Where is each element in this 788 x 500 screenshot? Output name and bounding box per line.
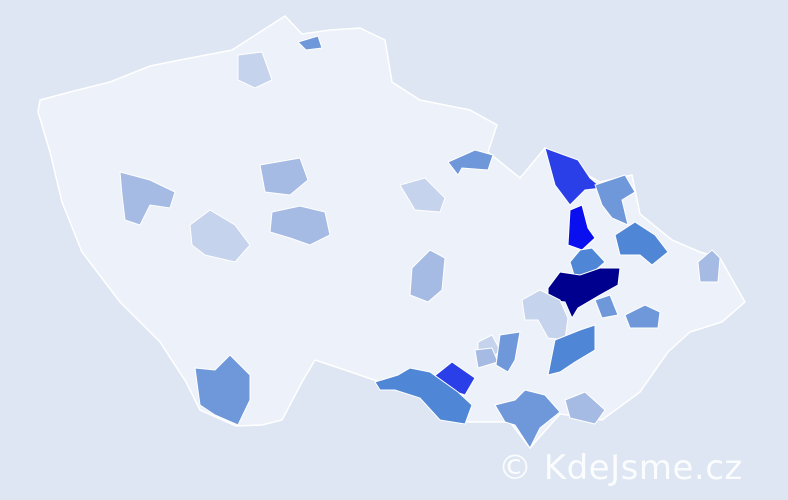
region-south-2[interactable]	[547, 324, 596, 376]
region-east-10[interactable]	[624, 304, 661, 329]
region-east-7[interactable]	[547, 267, 621, 320]
region-south-6[interactable]	[374, 367, 473, 425]
region-south-4[interactable]	[495, 331, 521, 373]
region-east-9[interactable]	[594, 294, 619, 319]
watermark-logo: © KdeJsme.cz	[498, 448, 743, 488]
region-south-7[interactable]	[494, 389, 561, 450]
region-center-west-1[interactable]	[259, 157, 309, 196]
region-center-west-2[interactable]	[189, 209, 251, 263]
region-north-2[interactable]	[297, 35, 323, 51]
region-east-4[interactable]	[567, 204, 596, 251]
region-north-1[interactable]	[237, 51, 273, 89]
region-vysocina-1[interactable]	[409, 249, 446, 303]
region-east-11[interactable]	[697, 249, 721, 283]
region-south-8[interactable]	[564, 391, 606, 425]
region-center-2[interactable]	[399, 177, 446, 213]
region-east-5[interactable]	[614, 221, 669, 266]
region-center-1[interactable]	[269, 205, 331, 246]
region-east-2[interactable]	[544, 147, 604, 206]
region-west-1[interactable]	[119, 171, 176, 226]
region-east-1[interactable]	[447, 149, 494, 176]
region-southwest-1[interactable]	[194, 354, 251, 426]
region-east-3[interactable]	[594, 174, 636, 226]
